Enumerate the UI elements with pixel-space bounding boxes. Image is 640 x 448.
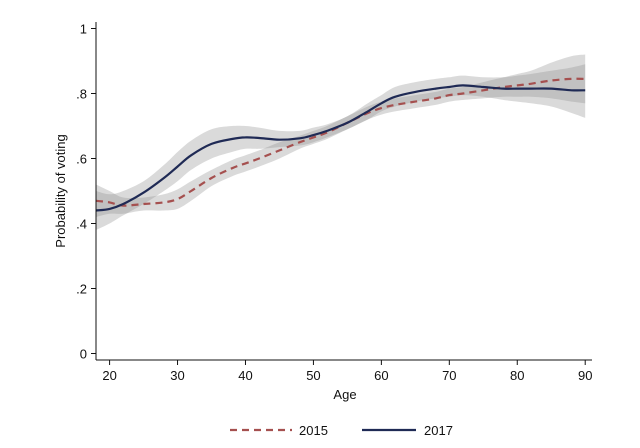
y-tick-label: 1	[80, 22, 87, 37]
y-tick-label: .8	[76, 87, 87, 102]
x-axis-ticks: 20 30 40 50 60 70 80 90	[102, 360, 592, 383]
x-tick-label: 70	[442, 368, 456, 383]
axes	[95, 22, 592, 361]
y-axis-title: Probability of voting	[53, 134, 68, 247]
y-axis-ticks: 0 .2 .4 .6 .8 1	[76, 22, 96, 362]
x-tick-label: 20	[102, 368, 116, 383]
x-tick-label: 60	[374, 368, 388, 383]
x-tick-label: 40	[238, 368, 252, 383]
x-axis-title: Age	[333, 387, 356, 402]
x-tick-label: 30	[170, 368, 184, 383]
y-tick-label: .4	[76, 217, 87, 232]
y-tick-label: .2	[76, 282, 87, 297]
y-tick-label: 0	[80, 347, 87, 362]
x-tick-label: 80	[510, 368, 524, 383]
legend-label-2015: 2015	[299, 423, 328, 438]
x-tick-label: 50	[306, 368, 320, 383]
ci-band-2015	[96, 54, 586, 217]
series-line-2017	[95, 84, 586, 212]
y-tick-label: .6	[76, 152, 87, 167]
x-tick-label: 90	[578, 368, 592, 383]
legend: 2015 2017	[230, 423, 453, 438]
series-lines	[95, 77, 586, 212]
confidence-bands	[96, 54, 586, 230]
legend-label-2017: 2017	[424, 423, 453, 438]
ci-band-2017	[96, 64, 586, 230]
